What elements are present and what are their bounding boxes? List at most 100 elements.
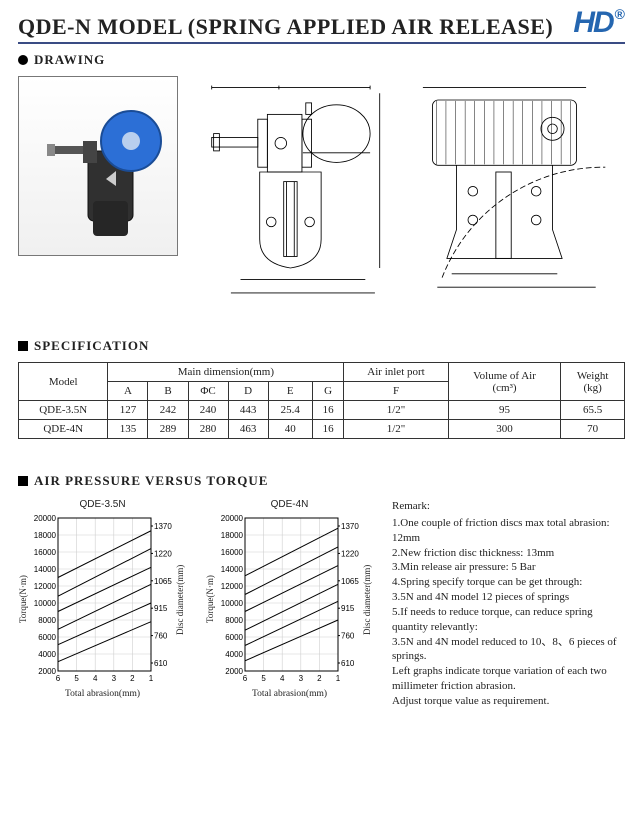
section-head-spec: SPECIFICATION (18, 338, 625, 354)
svg-text:915: 915 (154, 604, 168, 613)
svg-text:14000: 14000 (221, 565, 244, 574)
cell: 25.4 (268, 401, 312, 420)
remark-line: 4.Spring specify torque can be get throu… (392, 575, 625, 590)
section-title-drawing: DRAWING (34, 52, 105, 68)
section-title-chart: AIR PRESSURE VERSUS TORQUE (34, 473, 268, 489)
remark-line: 5.If needs to reduce torque, can reduce … (392, 605, 625, 635)
cell: 463 (228, 420, 268, 439)
y2-axis-label: Disc diameter(mm) (362, 512, 372, 687)
logo-mark: ® (615, 6, 625, 22)
wt-txt: Weight (577, 370, 609, 382)
dim-80: 80 (419, 242, 429, 251)
technical-drawing: A B Air inlet port PT 1/2 (192, 76, 625, 320)
svg-text:14000: 14000 (34, 565, 57, 574)
dim-30: 30 (584, 104, 593, 114)
remark-line: 2.New friction disc thickness: 13mm (392, 546, 625, 561)
remark-line: 1.One couple of friction discs max total… (392, 516, 625, 546)
title-rule (18, 42, 625, 44)
cell: 135 (108, 420, 148, 439)
svg-text:10000: 10000 (34, 599, 57, 608)
dim-e: E (337, 277, 342, 287)
dim-phic: ΦC (498, 78, 510, 88)
header-row: QDE-N MODEL (SPRING APPLIED AIR RELEASE)… (18, 6, 625, 40)
col-a: A (108, 382, 148, 401)
cell: 16 (312, 401, 343, 420)
remark-line: Left graphs indicate torque variation of… (392, 664, 625, 694)
svg-text:760: 760 (341, 632, 355, 641)
chart-qde4n: QDE-4N Torque(N·m) 200040006000800010000… (205, 499, 374, 699)
col-vol: Volume of Air (cm³) (448, 363, 561, 401)
col-g: G (312, 382, 343, 401)
col-main: Main dimension(mm) (108, 363, 344, 382)
cell: 242 (148, 401, 188, 420)
disc-label: ΦDisco-Disc≥610 (543, 302, 606, 312)
svg-text:5: 5 (261, 674, 266, 683)
dim-140: 140 (430, 217, 440, 230)
cell: 16 (312, 420, 343, 439)
cell: 40 (268, 420, 312, 439)
svg-text:1: 1 (336, 674, 341, 683)
cell: 289 (148, 420, 188, 439)
remark-line: 3.5N and 4N model 12 pieces of springs (392, 590, 625, 605)
svg-text:6: 6 (243, 674, 248, 683)
svg-text:20000: 20000 (221, 514, 244, 523)
col-d: D (228, 382, 268, 401)
spec-table: Model Main dimension(mm) Air inlet port … (18, 362, 625, 439)
dim-275: 275 (407, 193, 417, 206)
dim-a: A (237, 78, 244, 88)
svg-text:20000: 20000 (34, 514, 57, 523)
svg-text:1: 1 (149, 674, 154, 683)
col-b: B (148, 382, 188, 401)
svg-text:1370: 1370 (154, 522, 172, 531)
chart1-svg: 2000400060008000100001200014000160001800… (30, 512, 175, 687)
vol-unit: (cm³) (492, 382, 516, 394)
dim-42: 42 (466, 262, 475, 272)
dim-170b: 170±0.1 (419, 168, 429, 196)
svg-text:2000: 2000 (225, 667, 243, 676)
bullet-icon (18, 341, 28, 351)
svg-text:4000: 4000 (38, 650, 56, 659)
svg-text:1220: 1220 (341, 549, 359, 558)
svg-text:1370: 1370 (341, 522, 359, 531)
wt-unit: (kg) (584, 382, 602, 394)
remark-line: 3.5N and 4N model reduced to 10、8、6 piec… (392, 635, 625, 665)
section-head-chart: AIR PRESSURE VERSUS TORQUE (18, 473, 625, 489)
drawing-row: A B Air inlet port PT 1/2 (18, 76, 625, 320)
product-photo (18, 76, 178, 256)
svg-text:3: 3 (299, 674, 304, 683)
cell: 1/2" (344, 401, 448, 420)
x-axis-label: Total abrasion(mm) (252, 689, 327, 699)
chart-title-2: QDE-4N (271, 499, 309, 510)
chart-qde35n: QDE-3.5N Torque(N·m) 2000400060008000100… (18, 499, 187, 699)
dim-295: 295 (522, 289, 535, 299)
svg-text:2: 2 (317, 674, 322, 683)
dim-233: 233 (287, 295, 300, 305)
svg-text:760: 760 (154, 632, 168, 641)
col-f: F (344, 382, 448, 401)
chart-title-1: QDE-3.5N (79, 499, 125, 510)
y2-axis-label: Disc diameter(mm) (175, 512, 185, 687)
remark-line: 3.Min release air pressure: 5 Bar (392, 560, 625, 575)
logo: HD® (573, 6, 625, 40)
cell: 95 (448, 401, 561, 420)
svg-text:16000: 16000 (221, 548, 244, 557)
dim-b: B (319, 78, 325, 88)
section-title-spec: SPECIFICATION (34, 338, 149, 354)
cell: QDE-3.5N (19, 401, 108, 420)
table-row: QDE-3.5N 127 242 240 443 25.4 16 1/2" 95… (19, 401, 625, 420)
svg-text:6000: 6000 (225, 633, 243, 642)
vol-txt: Volume of Air (473, 370, 536, 382)
cell: 280 (188, 420, 228, 439)
svg-text:610: 610 (341, 659, 355, 668)
y-axis-label: Torque(N·m) (18, 512, 28, 687)
chart2-svg: 2000400060008000100001200014000160001800… (217, 512, 362, 687)
svg-text:8000: 8000 (38, 616, 56, 625)
dim-g: G (365, 268, 371, 278)
section-head-drawing: DRAWING (18, 52, 625, 68)
svg-text:915: 915 (341, 604, 355, 613)
svg-text:1220: 1220 (154, 549, 172, 558)
page-title: QDE-N MODEL (SPRING APPLIED AIR RELEASE) (18, 14, 553, 40)
col-e: E (268, 382, 312, 401)
svg-text:1065: 1065 (154, 577, 172, 586)
svg-text:2: 2 (130, 674, 135, 683)
